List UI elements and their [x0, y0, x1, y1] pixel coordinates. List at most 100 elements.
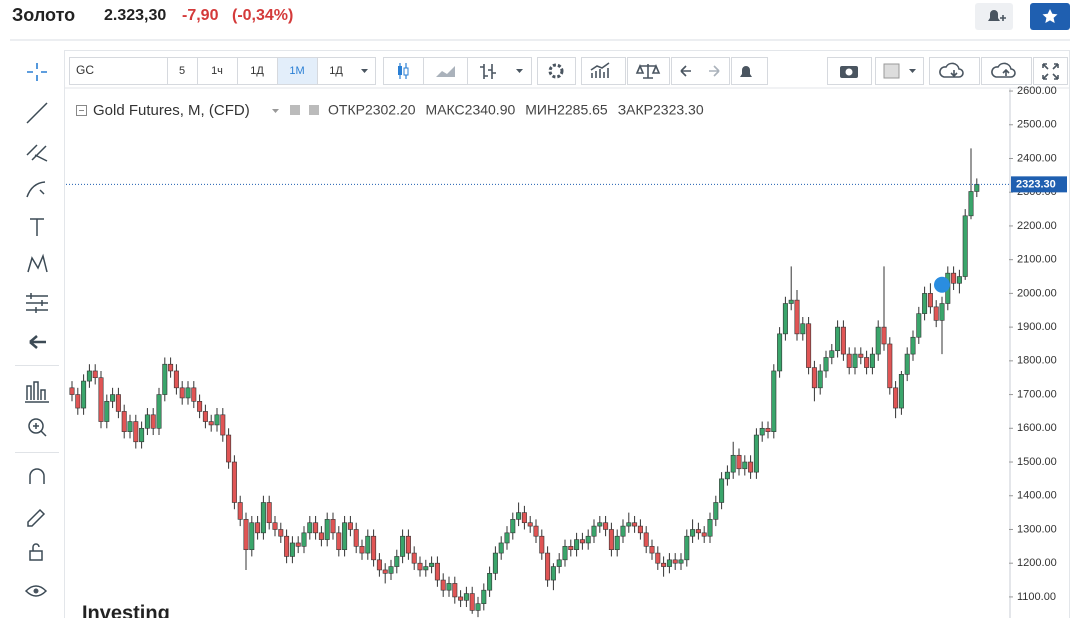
candle-body	[423, 566, 429, 571]
candle-body	[121, 411, 127, 432]
y-tick-label: 1100.00	[1017, 591, 1056, 603]
y-tick-label: 1500.00	[1017, 456, 1057, 468]
candle-body	[603, 522, 609, 530]
last-price-box	[1011, 176, 1067, 193]
candle-body	[916, 313, 922, 338]
candle-body	[440, 579, 446, 591]
legend-eye[interactable]	[290, 105, 300, 115]
dropdown-caret	[516, 69, 523, 73]
redo-icon[interactable]	[709, 65, 720, 77]
settings-button[interactable]	[537, 57, 576, 85]
line-tool[interactable]	[26, 102, 48, 124]
candle-body	[110, 394, 116, 402]
crosshair-tool[interactable]	[27, 63, 47, 81]
brush-tool[interactable]	[26, 181, 46, 198]
candle-body	[562, 546, 568, 561]
candle-body	[202, 411, 208, 422]
indicators-button[interactable]	[581, 57, 626, 85]
unlock-tool[interactable]	[29, 550, 43, 561]
prediction-tool[interactable]	[26, 293, 48, 313]
zoom-plus[interactable]	[33, 423, 47, 437]
legend-settings[interactable]	[309, 105, 319, 115]
dropdown-caret	[909, 69, 916, 73]
star-icon[interactable]	[1042, 9, 1058, 24]
back-arrow[interactable]	[29, 335, 46, 349]
pattern-tool[interactable]	[27, 253, 48, 273]
candle-body	[829, 350, 835, 358]
y-tick-label: 1700.00	[1017, 388, 1057, 400]
candle-body	[266, 502, 272, 524]
candle-body	[243, 519, 249, 551]
text-tool[interactable]	[30, 218, 44, 236]
watchlist-button[interactable]	[1030, 3, 1070, 30]
candle-body	[748, 461, 754, 473]
candle-body	[864, 357, 870, 368]
bar-type-dropdown[interactable]	[467, 57, 532, 85]
collapse-box[interactable]	[76, 105, 87, 116]
zoom-tool[interactable]	[28, 418, 44, 434]
candle-body	[904, 353, 910, 375]
plus-icon[interactable]	[1000, 15, 1006, 21]
candle-body	[608, 529, 614, 551]
y-tick-label: 2000.00	[1017, 287, 1057, 299]
candle-body	[568, 546, 574, 551]
magnet-tool[interactable]	[29, 468, 45, 484]
undo-icon[interactable]	[680, 65, 691, 77]
y-tick-label: 1800.00	[1017, 355, 1057, 367]
legend-value: 2340.90	[465, 102, 516, 118]
fib-tool[interactable]	[26, 144, 48, 162]
alert-button[interactable]	[975, 3, 1013, 30]
last-price: 2.323,30	[104, 7, 166, 24]
candle-body	[394, 556, 400, 567]
y-tick-label: 1600.00	[1017, 422, 1057, 434]
candle-body	[626, 522, 632, 527]
lock-drawings[interactable]	[27, 508, 46, 527]
indicators-tool[interactable]	[25, 381, 49, 403]
candle-body	[823, 357, 829, 372]
interval-button[interactable]	[237, 57, 278, 85]
candle-body	[475, 603, 481, 611]
candle-body	[875, 326, 881, 355]
candles-icon	[398, 66, 402, 75]
candle-body	[701, 532, 707, 537]
candle-body	[92, 370, 98, 379]
candle-body	[840, 326, 846, 355]
fullscreen-button[interactable]	[1033, 57, 1068, 85]
visibility-tool[interactable]	[24, 585, 48, 597]
candle-body	[893, 387, 899, 409]
candle-body	[324, 519, 330, 540]
legend-value: 2285.65	[557, 102, 608, 118]
candle-body	[782, 303, 788, 335]
candle-body	[353, 529, 359, 547]
candle-body	[811, 367, 817, 389]
candle-body	[690, 529, 696, 537]
candle-body	[939, 303, 945, 321]
chart-type-button[interactable]	[423, 57, 468, 85]
candle-body	[336, 532, 342, 551]
candle-body	[197, 401, 203, 412]
change-percent: (-0,34%)	[232, 7, 293, 24]
candle-body	[933, 306, 939, 321]
interval-button-active[interactable]	[277, 57, 318, 85]
candle-body	[162, 363, 168, 395]
candle-body	[922, 293, 928, 314]
undo-redo[interactable]	[671, 57, 730, 85]
candle-body	[405, 535, 411, 554]
load-button[interactable]	[929, 57, 980, 85]
candle-body	[272, 522, 278, 530]
bell-icon[interactable]	[988, 10, 1000, 23]
unlock-shackle	[32, 543, 40, 551]
candle-body	[684, 535, 690, 561]
interval-button[interactable]	[167, 57, 198, 85]
candle-body	[429, 562, 435, 567]
candle-body	[974, 184, 980, 192]
candle-body	[185, 387, 191, 399]
interval-button[interactable]	[197, 57, 238, 85]
interval-dropdown[interactable]	[317, 57, 376, 85]
candle-body	[846, 353, 852, 368]
symbol-input[interactable]	[69, 57, 168, 85]
symbol-text: GC	[76, 63, 94, 77]
y-tick-label: 2600.00	[1017, 85, 1057, 97]
candle-body	[446, 583, 452, 591]
candle-body	[742, 461, 748, 470]
